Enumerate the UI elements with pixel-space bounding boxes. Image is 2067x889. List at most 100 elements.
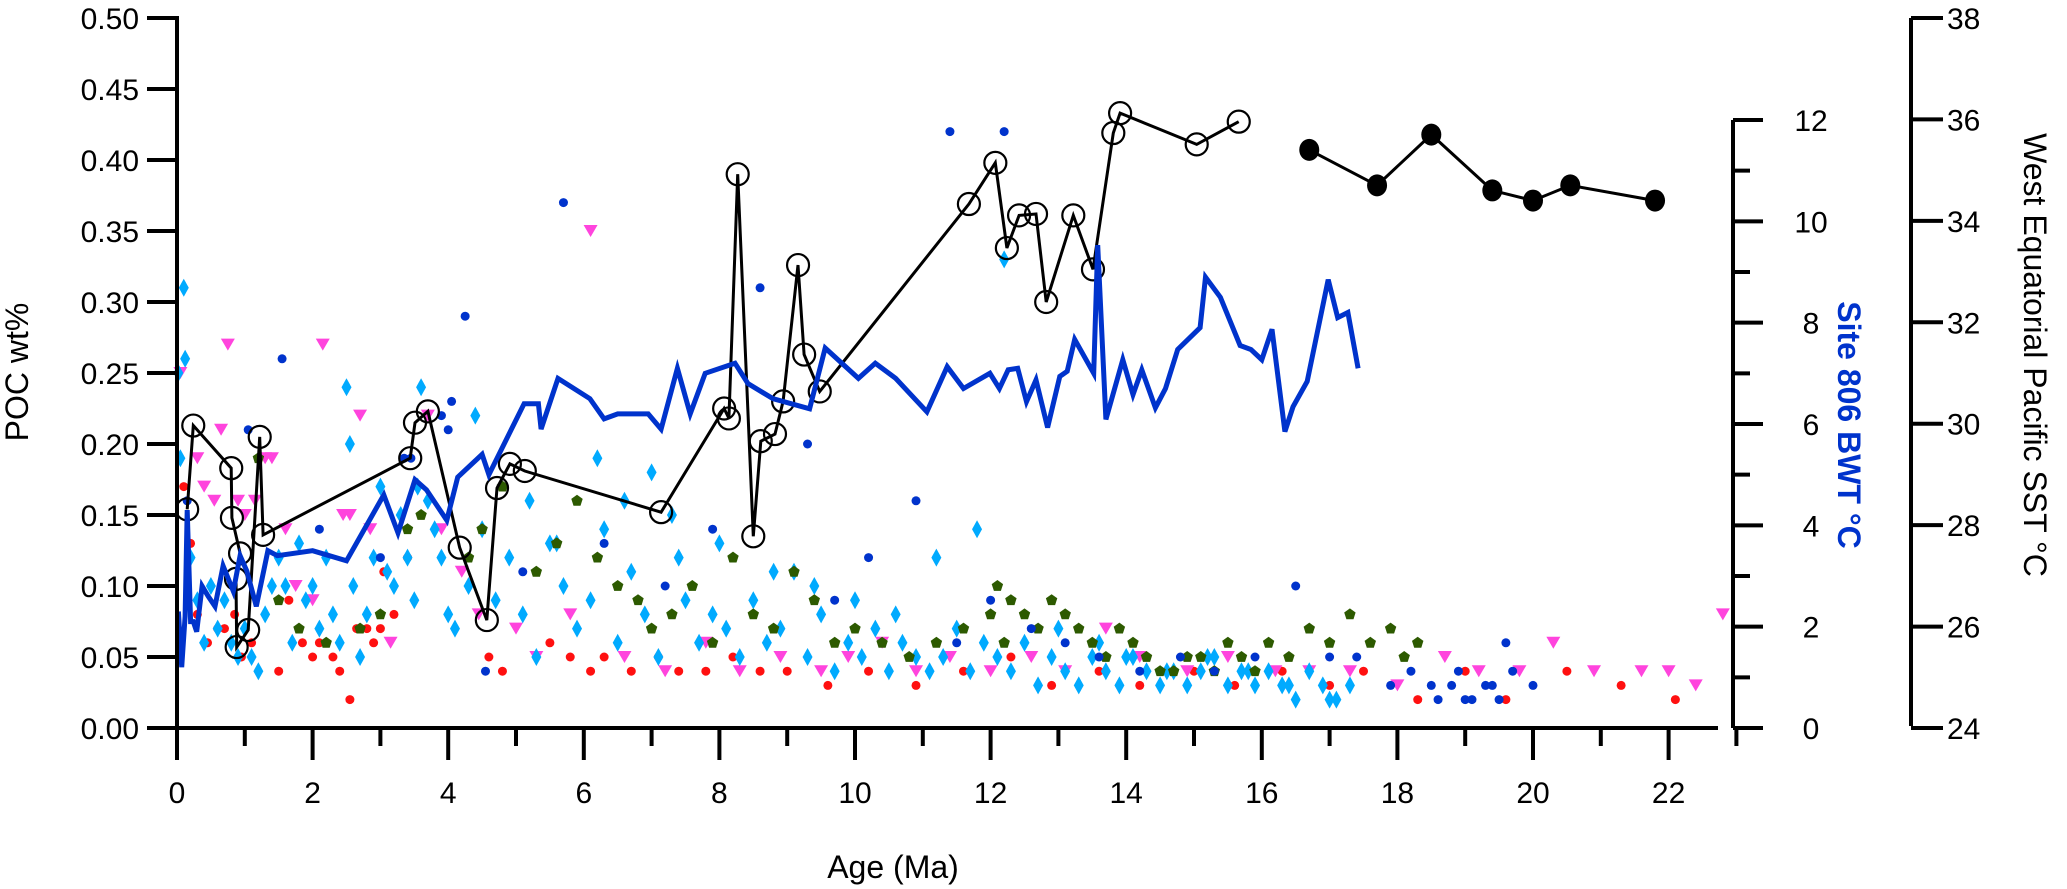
data-point <box>518 567 528 577</box>
y-axis-title: POC wt% <box>0 303 35 442</box>
data-point <box>823 680 833 690</box>
data-point <box>297 638 307 648</box>
data-point <box>1616 680 1626 690</box>
data-point <box>1094 652 1104 662</box>
data-point <box>1325 652 1335 662</box>
x-tick-label: 2 <box>304 777 321 810</box>
data-point <box>1024 651 1039 663</box>
data-point <box>1460 695 1470 705</box>
data-point <box>375 477 386 496</box>
series-poc-blue-circles <box>182 127 1538 705</box>
data-point <box>924 662 935 681</box>
data-point <box>199 633 210 652</box>
data-point <box>1032 622 1044 634</box>
data-point <box>401 523 414 535</box>
data-point <box>748 591 759 610</box>
data-point <box>1386 680 1396 690</box>
data-point <box>1460 666 1470 676</box>
data-point <box>945 127 955 137</box>
data-point <box>354 622 366 634</box>
data-point <box>1127 648 1138 666</box>
data-point <box>1262 636 1275 648</box>
data-point <box>856 648 867 666</box>
data-point <box>1141 662 1152 681</box>
data-point <box>734 648 745 666</box>
data-point <box>1034 289 1059 315</box>
data-point <box>416 378 427 397</box>
data-point <box>911 648 922 666</box>
data-point <box>956 191 982 217</box>
data-point <box>571 494 583 506</box>
data-point <box>728 652 738 662</box>
data-point <box>524 491 535 510</box>
data-point <box>1195 651 1207 662</box>
data-point <box>1184 132 1209 157</box>
data-point <box>247 424 272 449</box>
data-point <box>398 446 423 471</box>
data-point <box>646 463 657 482</box>
data-point <box>1528 680 1538 690</box>
data-point <box>375 624 385 634</box>
data-point <box>612 633 623 652</box>
data-point <box>591 551 604 563</box>
data-point <box>767 622 780 634</box>
data-point <box>1324 690 1335 709</box>
data-point <box>1230 680 1240 690</box>
data-point <box>484 652 494 662</box>
data-point <box>694 633 705 652</box>
data-point <box>375 553 385 563</box>
data-point <box>1060 638 1070 648</box>
data-point <box>1019 633 1030 652</box>
data-point <box>1168 665 1180 677</box>
data-point <box>470 406 481 425</box>
data-point <box>1222 676 1233 695</box>
data-point <box>708 524 718 534</box>
data-point <box>197 480 212 493</box>
data-point <box>809 577 820 595</box>
data-point <box>1634 665 1649 678</box>
scatter-layer <box>173 127 1730 709</box>
data-point <box>368 548 379 567</box>
data-point <box>1249 665 1261 677</box>
data-point <box>558 577 569 595</box>
data-point <box>1467 695 1477 705</box>
data-point <box>958 666 968 676</box>
data-point <box>236 617 261 643</box>
data-point <box>1426 680 1436 690</box>
data-point <box>1359 666 1368 676</box>
data-point <box>1364 636 1376 648</box>
data-point <box>1413 695 1423 705</box>
data-point <box>762 421 788 447</box>
data-point <box>586 666 596 676</box>
data-point <box>307 577 318 595</box>
data-point <box>1195 662 1206 681</box>
sst-tick-label: 26 <box>1947 612 1980 645</box>
data-point <box>294 534 305 553</box>
data-point <box>277 354 287 364</box>
data-point <box>592 449 603 468</box>
data-point <box>497 451 522 476</box>
data-point <box>1222 636 1234 648</box>
data-point <box>1299 138 1320 161</box>
data-point <box>1277 676 1288 695</box>
data-point <box>707 605 718 624</box>
data-point <box>674 666 684 676</box>
data-point <box>1209 648 1220 666</box>
data-point <box>755 283 765 293</box>
x-tick-label: 16 <box>1245 777 1278 810</box>
bwt-axis-title: Site 806 BWT °C <box>1831 301 1867 549</box>
data-point <box>1023 201 1049 227</box>
data-point <box>1325 680 1335 690</box>
data-point <box>909 665 924 678</box>
data-point <box>1005 662 1016 681</box>
data-point <box>1283 651 1295 662</box>
data-point <box>870 619 881 638</box>
data-point <box>1073 676 1084 695</box>
line-layer <box>175 101 1666 668</box>
data-point <box>415 399 440 424</box>
data-point <box>1113 622 1126 634</box>
data-point <box>632 594 644 606</box>
data-point <box>1587 665 1602 678</box>
data-point <box>727 551 739 563</box>
